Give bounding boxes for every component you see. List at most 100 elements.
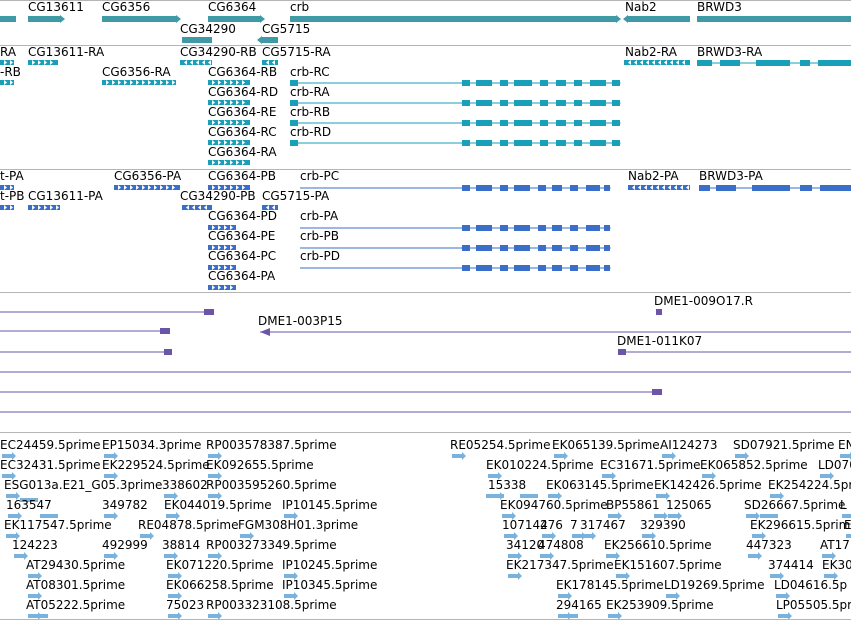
est-label[interactable]: EK30 — [822, 558, 851, 572]
clone-feature-label[interactable]: DME1-011K07 — [617, 334, 703, 348]
est-feature[interactable] — [666, 594, 676, 598]
est-feature[interactable] — [542, 534, 552, 538]
exon-block[interactable] — [570, 225, 578, 231]
est-feature[interactable] — [6, 534, 16, 538]
chevron-feature[interactable] — [182, 205, 212, 210]
est-feature[interactable] — [28, 574, 38, 578]
gene-label-cg13611[interactable]: CG13611 — [28, 0, 84, 14]
est-feature[interactable] — [488, 474, 498, 478]
est-feature[interactable] — [508, 554, 518, 558]
chevron-feature[interactable] — [208, 120, 250, 125]
est-label[interactable]: IP10345.5prime — [282, 578, 378, 592]
exon-block[interactable] — [500, 245, 508, 251]
est-label[interactable]: 294165 — [556, 598, 602, 612]
est-feature[interactable] — [168, 614, 178, 618]
chevron-feature[interactable] — [624, 60, 690, 65]
est-feature[interactable] — [616, 574, 626, 578]
exon-block[interactable] — [556, 100, 566, 106]
est-label[interactable]: RP003578387.5prime — [206, 438, 337, 452]
est-feature[interactable] — [558, 594, 568, 598]
protein-feature-label[interactable]: BRWD3-PA — [699, 169, 763, 183]
est-feature[interactable] — [104, 514, 114, 518]
est-label[interactable]: AT17 — [820, 538, 850, 552]
est-feature[interactable] — [752, 534, 762, 538]
est-label[interactable]: 163547 — [6, 498, 52, 512]
exon-block[interactable] — [574, 100, 582, 106]
exon-block[interactable] — [586, 225, 600, 231]
exon-block[interactable] — [462, 225, 470, 231]
est-label[interactable]: EK256610.5prime — [604, 538, 712, 552]
exon-block[interactable] — [476, 140, 492, 146]
est-feature[interactable] — [760, 514, 778, 518]
exon-block[interactable] — [574, 80, 582, 86]
est-label[interactable]: EK253909.5prime — [606, 598, 714, 612]
est-label[interactable]: SD26667.5prime — [744, 498, 846, 512]
exon-block[interactable] — [514, 225, 530, 231]
chevron-feature[interactable] — [208, 265, 236, 270]
exon-block[interactable] — [556, 80, 566, 86]
exon-block[interactable] — [538, 185, 546, 191]
est-label[interactable]: EK178145.5prime — [556, 578, 664, 592]
est-feature[interactable] — [554, 454, 564, 458]
est-label[interactable]: IP10245.5prime — [282, 558, 378, 572]
exon-block[interactable] — [720, 60, 740, 66]
est-feature[interactable] — [208, 614, 218, 618]
exon-block[interactable] — [800, 185, 812, 191]
protein-feature-label[interactable]: CG6364-PC — [208, 249, 277, 263]
exon-block[interactable] — [570, 265, 578, 271]
exon-block[interactable] — [514, 120, 532, 126]
est-label[interactable]: LD19269.5prime — [664, 578, 765, 592]
exon-block[interactable] — [500, 225, 508, 231]
exon-block[interactable] — [552, 185, 562, 191]
exon-block[interactable] — [552, 265, 562, 271]
est-feature[interactable] — [452, 454, 462, 458]
est-feature[interactable] — [30, 614, 48, 618]
exon-block[interactable] — [574, 140, 582, 146]
est-feature[interactable] — [735, 454, 745, 458]
exon-block[interactable] — [462, 100, 470, 106]
exon-block[interactable] — [290, 120, 298, 126]
est-feature[interactable] — [606, 554, 616, 558]
est-label[interactable]: E — [844, 518, 851, 532]
feature-bar[interactable] — [102, 16, 176, 22]
est-label[interactable]: RP003273349.5prime — [206, 538, 337, 552]
est-label[interactable]: EK071220.5prime — [166, 558, 274, 572]
chevron-feature[interactable] — [208, 80, 250, 85]
est-label[interactable]: EK065139.5prime — [552, 438, 660, 452]
est-label[interactable]: 15338 — [488, 478, 527, 492]
est-label[interactable]: SD07921.5prime — [733, 438, 835, 452]
mrna-feature-label[interactable]: CG6364-RB — [208, 65, 278, 79]
est-label[interactable]: 492999 — [102, 538, 148, 552]
est-label[interactable]: EK217347.5prime — [506, 558, 614, 572]
est-label[interactable]: LD070 — [818, 458, 851, 472]
exon-block[interactable] — [552, 225, 562, 231]
exon-block[interactable] — [818, 60, 851, 66]
est-feature[interactable] — [164, 494, 174, 498]
exon-block[interactable] — [500, 100, 508, 106]
est-feature[interactable] — [608, 514, 618, 518]
clone-end[interactable] — [656, 309, 662, 315]
est-feature[interactable] — [770, 494, 780, 498]
exon-block[interactable] — [540, 120, 548, 126]
est-label[interactable]: BP5586 — [606, 498, 653, 512]
exon-block[interactable] — [586, 265, 600, 271]
est-feature[interactable] — [572, 534, 582, 538]
chevron-feature[interactable] — [208, 285, 236, 290]
est-feature[interactable] — [840, 454, 850, 458]
est-label[interactable]: IP10145.5prime — [282, 498, 378, 512]
est-label[interactable]: EK092655.5prime — [206, 458, 314, 472]
exon-block[interactable] — [540, 100, 548, 106]
protein-feature-label[interactable]: crb-PB — [300, 229, 339, 243]
clone-end[interactable] — [260, 328, 270, 336]
clone-end[interactable] — [618, 349, 626, 355]
chevron-feature[interactable] — [262, 205, 278, 210]
est-feature[interactable] — [602, 474, 612, 478]
est-label[interactable]: EK142426.5prime — [654, 478, 762, 492]
exon-block[interactable] — [500, 265, 508, 271]
mrna-feature-label[interactable]: crb-RA — [290, 85, 330, 99]
est-feature[interactable] — [748, 554, 758, 558]
feature-bar[interactable] — [208, 16, 260, 22]
feature-bar[interactable] — [0, 16, 16, 22]
chevron-feature[interactable] — [208, 100, 250, 105]
est-label[interactable]: 447323 — [746, 538, 792, 552]
